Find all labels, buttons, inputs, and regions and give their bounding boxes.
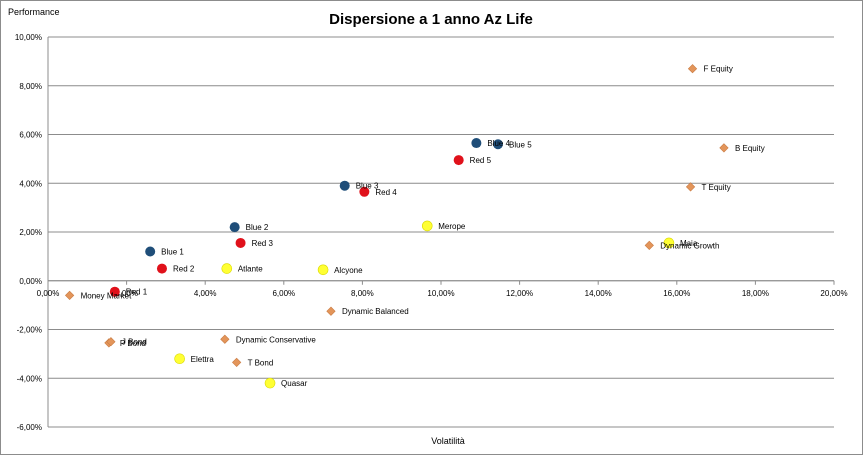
data-label-j-bond: J Bond xyxy=(122,338,147,347)
gridlines xyxy=(48,36,834,428)
data-label-blue-1: Blue 1 xyxy=(161,248,184,257)
data-label-b-equity: B Equity xyxy=(735,144,765,153)
data-label-blue-4: Blue 4 xyxy=(487,139,510,148)
y-tick-label: 10,00% xyxy=(15,33,42,42)
data-label-atlante: Atlante xyxy=(238,265,263,274)
chart-title: Dispersione a 1 anno Az Life xyxy=(329,11,533,28)
data-label-blue-2: Blue 2 xyxy=(246,223,269,232)
point-t-equity xyxy=(685,182,696,192)
x-axis-title: Volatilità xyxy=(431,436,465,446)
x-tick-label: 2,00% xyxy=(115,289,138,298)
data-label-elettra: Elettra xyxy=(191,355,215,364)
y-axis-title: Performance xyxy=(8,7,60,17)
data-label-dynamic-growth: Dynamic Growth xyxy=(660,241,719,250)
data-label-t-equity: T Equity xyxy=(702,183,731,192)
y-tick-label: -6,00% xyxy=(17,423,42,432)
point-red-1 xyxy=(109,286,120,297)
data-label-red-3: Red 3 xyxy=(252,239,274,248)
point-blue-2 xyxy=(229,222,240,233)
point-f-equity xyxy=(687,64,698,74)
point-alcyone xyxy=(317,264,329,276)
y-tick-label: 8,00% xyxy=(19,82,42,91)
x-tick-label: 16,00% xyxy=(663,289,690,298)
point-maia xyxy=(663,237,675,249)
point-red-4 xyxy=(359,186,370,197)
point-dynamic-growth xyxy=(644,240,654,251)
point-blue-1 xyxy=(145,246,156,257)
data-points xyxy=(64,64,729,389)
data-label-blue-5: Blue 5 xyxy=(509,140,532,149)
data-label-red-5: Red 5 xyxy=(470,156,492,165)
point-merope xyxy=(421,220,433,232)
y-tick-label: 4,00% xyxy=(19,179,42,188)
data-label-dynamic-balanced: Dynamic Balanced xyxy=(342,307,409,316)
point-b-equity xyxy=(719,143,729,153)
x-tick-label: 14,00% xyxy=(585,289,612,298)
point-blue-3 xyxy=(339,180,350,191)
point-t-bond xyxy=(232,357,242,368)
x-tick-label: 20,00% xyxy=(820,289,847,298)
data-label-money-market: Money Market xyxy=(81,291,132,300)
data-label-red-4: Red 4 xyxy=(375,188,397,197)
point-money-market xyxy=(64,290,75,300)
x-tick-label: 0,00% xyxy=(37,289,60,298)
x-tick-label: 10,00% xyxy=(427,289,454,298)
point-red-2 xyxy=(156,263,167,274)
point-red-3 xyxy=(235,237,246,248)
point-elettra xyxy=(174,353,185,365)
data-label-blue-3: Blue 3 xyxy=(356,182,379,191)
point-dynamic-conservative xyxy=(220,334,230,344)
x-tick-label: 8,00% xyxy=(351,289,374,298)
data-label-red-1: Red 1 xyxy=(126,288,148,297)
y-tick-label: 6,00% xyxy=(19,131,42,140)
data-label-maia: Maia xyxy=(680,239,698,248)
data-label-f-equity: F Equity xyxy=(704,65,733,74)
point-blue-4 xyxy=(471,138,482,149)
y-tick-label: 0,00% xyxy=(19,277,42,286)
data-label-p-bond: P Bond xyxy=(120,339,146,348)
data-label-alcyone: Alcyone xyxy=(334,266,363,275)
point-atlante xyxy=(221,263,233,274)
data-label-red-2: Red 2 xyxy=(173,265,195,274)
x-tick-label: 4,00% xyxy=(194,289,217,298)
data-label-quasar: Quasar xyxy=(281,379,308,388)
tick-labels: -6,00% -4,00% -2,00% 0,00% 2,00% 4,00% 6,00% 8,… xyxy=(15,33,848,432)
x-tick-label: 18,00% xyxy=(742,289,769,298)
data-label-t-bond: T Bond xyxy=(248,358,274,367)
point-blue-5 xyxy=(492,139,503,150)
point-dynamic-balanced xyxy=(326,306,336,316)
point-j-bond xyxy=(106,337,116,347)
data-label-merope: Merope xyxy=(438,222,466,231)
y-tick-label: -4,00% xyxy=(17,374,42,383)
x-tick-label: 6,00% xyxy=(272,289,295,298)
point-quasar xyxy=(264,377,276,389)
point-red-5 xyxy=(453,155,464,166)
y-tick-label: 2,00% xyxy=(19,228,42,237)
data-label-dynamic-conservative: Dynamic Conservative xyxy=(236,335,317,344)
y-tick-label: -2,00% xyxy=(17,326,42,335)
axes xyxy=(47,37,835,427)
x-tick-label: 12,00% xyxy=(506,289,533,298)
